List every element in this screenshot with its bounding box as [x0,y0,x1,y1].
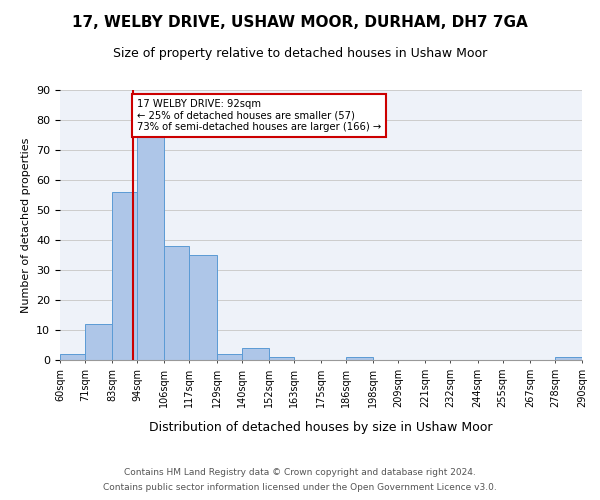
Bar [164,246,190,360]
Bar [269,357,294,360]
Text: Size of property relative to detached houses in Ushaw Moor: Size of property relative to detached ho… [113,48,487,60]
Text: Contains HM Land Registry data © Crown copyright and database right 2024.: Contains HM Land Registry data © Crown c… [124,468,476,477]
Bar [346,357,373,360]
Bar [112,192,137,360]
Bar [217,354,242,360]
Text: 17 WELBY DRIVE: 92sqm
← 25% of detached houses are smaller (57)
73% of semi-deta: 17 WELBY DRIVE: 92sqm ← 25% of detached … [137,99,382,132]
Text: Contains public sector information licensed under the Open Government Licence v3: Contains public sector information licen… [103,483,497,492]
Bar [190,255,217,360]
Bar [242,348,269,360]
Text: 17, WELBY DRIVE, USHAW MOOR, DURHAM, DH7 7GA: 17, WELBY DRIVE, USHAW MOOR, DURHAM, DH7… [72,15,528,30]
Bar [60,354,85,360]
Bar [555,357,582,360]
Bar [137,132,164,360]
X-axis label: Distribution of detached houses by size in Ushaw Moor: Distribution of detached houses by size … [149,421,493,434]
Bar [85,324,112,360]
Y-axis label: Number of detached properties: Number of detached properties [20,138,31,312]
